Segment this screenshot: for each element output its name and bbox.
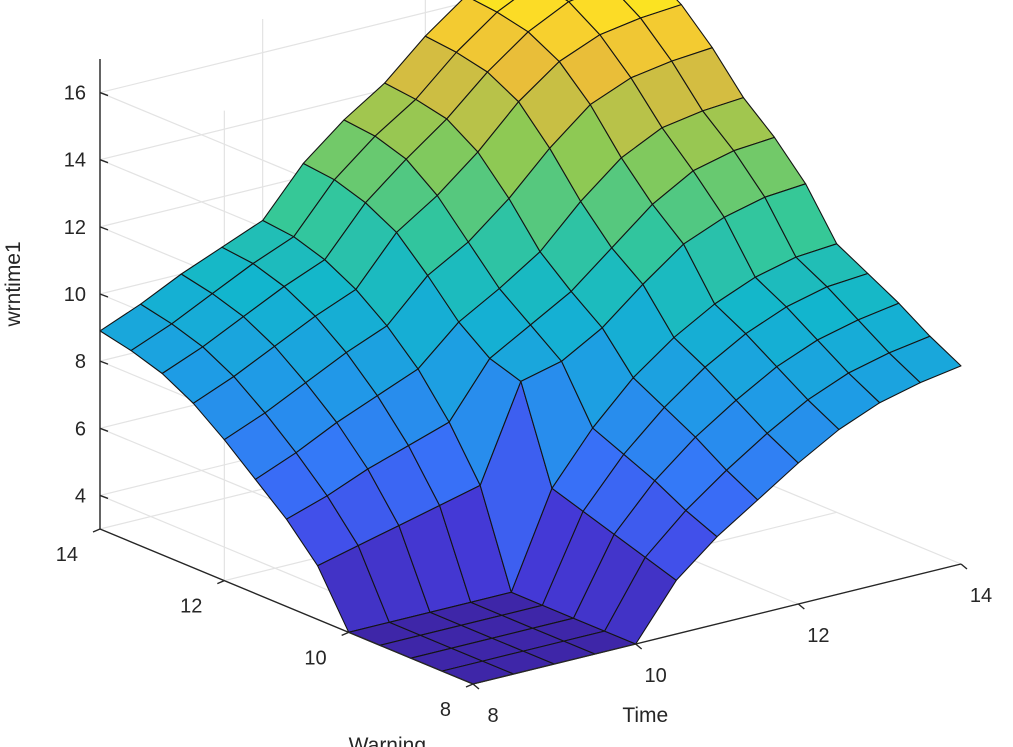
tick-labels: 8 10 12 14 8 10 12 14 4 6 8 10 12 14 16 <box>56 83 992 727</box>
surface-facet-r11-c9 <box>472 0 515 13</box>
surface-layer <box>99 0 962 685</box>
y-tick-mark <box>217 580 225 585</box>
z-tick-label: 10 <box>64 284 86 306</box>
z-tick-mark <box>99 159 109 164</box>
x-tick-mark <box>797 603 805 610</box>
z-tick-label: 12 <box>64 217 86 239</box>
z-tick-label: 16 <box>64 83 86 105</box>
z-tick-mark <box>99 293 109 298</box>
y-tick-mark <box>341 631 349 636</box>
z-tick-label: 8 <box>75 351 86 373</box>
z-tick-mark <box>99 494 109 500</box>
z-tick-label: 6 <box>75 418 86 440</box>
y-tick-label: 14 <box>56 544 78 566</box>
x-tick-label: 14 <box>970 585 992 607</box>
x-tick-label: 12 <box>807 625 829 647</box>
y-tick-label: 12 <box>180 596 202 618</box>
y-tick-mark <box>92 528 101 533</box>
gridline-back-x-z16 <box>99 0 479 94</box>
y-tick-label: 8 <box>440 699 451 721</box>
z-tick-mark <box>99 226 109 231</box>
x-tick-mark <box>635 643 643 650</box>
x-tick-mark <box>472 683 480 690</box>
z-tick-label: 14 <box>64 150 86 172</box>
z-tick-mark <box>99 91 109 97</box>
x-tick-label: 10 <box>645 665 667 687</box>
axes-layer <box>92 59 968 690</box>
y-tick-label: 10 <box>304 647 326 669</box>
y-tick-mark <box>465 683 474 688</box>
x-tick-label: 8 <box>487 705 498 727</box>
x-axis-label: Time <box>622 704 668 727</box>
x-tick-mark <box>960 563 968 570</box>
x-axis-line <box>472 563 962 685</box>
y-axis-label: Warning <box>349 734 426 747</box>
z-tick-label: 4 <box>75 485 86 507</box>
y-axis-line <box>99 528 474 685</box>
z-tick-mark <box>99 427 109 432</box>
z-tick-mark <box>99 360 109 365</box>
z-axis-label: wrntime1 <box>2 241 25 327</box>
surface-facet-r0-c11 <box>888 335 962 384</box>
